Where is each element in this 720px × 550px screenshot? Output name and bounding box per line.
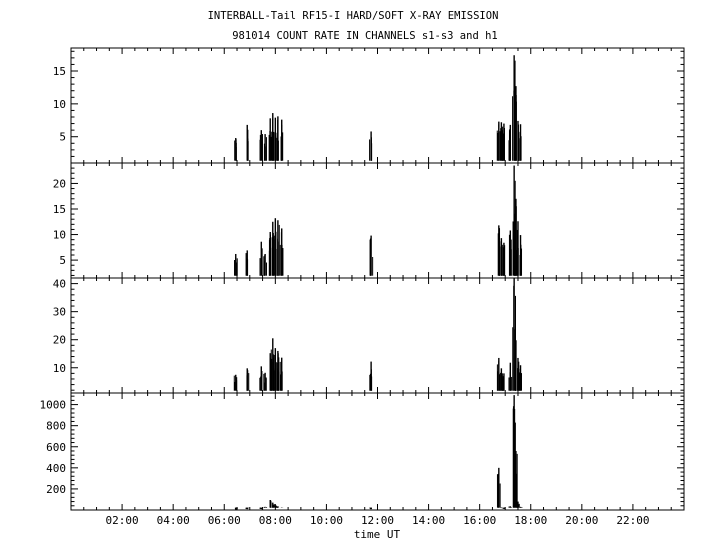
x-tick-label: 08:00 (259, 514, 292, 527)
y-tick-label: 10 (53, 229, 66, 242)
y-tick-label: 20 (53, 177, 66, 190)
x-axis: 02:00 04:00 06:00 08:00 10:00 12:00 14:00 16:00… (106, 514, 650, 527)
y-tick-label: 600 (46, 441, 66, 454)
x-tick-label: 10:00 (310, 514, 343, 527)
x-axis-label: time UT (354, 528, 401, 541)
x-tick-label: 02:00 (106, 514, 139, 527)
x-tick-label: 16:00 (463, 514, 496, 527)
panel-frame (70, 277, 685, 394)
y-tick-label: 20 (53, 334, 66, 347)
panels-group: 5 10 15 5 10 15 20 10 20 30 40 200 400 600 800 1000 (40, 47, 685, 511)
y-tick-label: 10 (53, 362, 66, 375)
y-tick-label: 200 (46, 483, 66, 496)
chart-subtitle: 981014 COUNT RATE IN CHANNELS s1-s3 and … (232, 30, 498, 42)
panel-s1: 5 10 15 (53, 47, 685, 164)
y-tick-label: 1000 (40, 399, 67, 412)
y-tick-label: 400 (46, 462, 66, 475)
y-tick-label: 15 (53, 203, 66, 216)
y-tick-label: 15 (53, 65, 66, 78)
panel-frame (70, 162, 685, 279)
panel-frame (70, 392, 685, 511)
panel-h1: 200 400 600 800 1000 (40, 392, 685, 511)
x-tick-label: 06:00 (208, 514, 241, 527)
x-tick-label: 12:00 (361, 514, 394, 527)
chart-title: INTERBALL-Tail RF15-I HARD/SOFT X-RAY EM… (208, 10, 499, 22)
x-tick-label: 04:00 (157, 514, 190, 527)
y-tick-label: 5 (59, 131, 66, 144)
y-tick-label: 800 (46, 420, 66, 433)
y-tick-label: 40 (53, 278, 66, 291)
panel-s2: 5 10 15 20 (53, 162, 685, 279)
x-tick-label: 20:00 (565, 514, 598, 527)
x-tick-label: 22:00 (616, 514, 649, 527)
panel-s3: 10 20 30 40 (53, 277, 685, 394)
x-tick-label: 18:00 (514, 514, 547, 527)
x-tick-label: 14:00 (412, 514, 445, 527)
y-tick-label: 5 (59, 254, 66, 267)
y-tick-label: 10 (53, 98, 66, 111)
panel-frame (70, 47, 685, 164)
y-tick-label: 30 (53, 306, 66, 319)
